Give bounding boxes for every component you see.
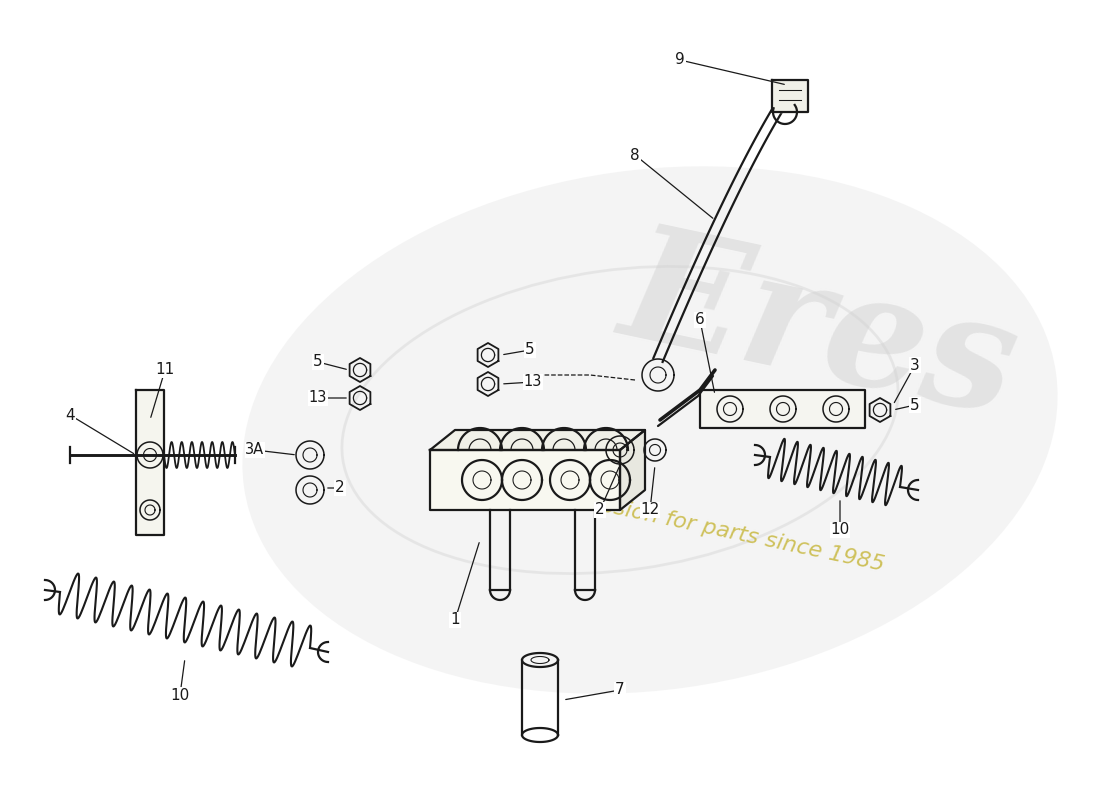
Ellipse shape [322,237,918,583]
Text: 5: 5 [910,398,920,413]
Text: 2: 2 [595,502,605,518]
Text: 7: 7 [615,682,625,698]
Polygon shape [620,430,645,510]
Ellipse shape [242,166,1057,694]
Text: 10: 10 [830,522,849,538]
Text: 4: 4 [65,407,75,422]
Text: 5: 5 [525,342,535,358]
Text: 11: 11 [155,362,175,378]
Text: 3A: 3A [245,442,265,458]
Text: 6: 6 [695,313,705,327]
Polygon shape [430,450,620,510]
Text: 13: 13 [309,390,327,406]
Text: 5: 5 [314,354,322,370]
Polygon shape [772,80,808,112]
Text: 9: 9 [675,53,685,67]
Text: 12: 12 [640,502,660,518]
Text: 1: 1 [450,613,460,627]
Polygon shape [136,390,164,535]
Text: 10: 10 [170,687,189,702]
Text: a passion for parts since 1985: a passion for parts since 1985 [553,486,887,574]
Text: 13: 13 [524,374,542,390]
Text: 3: 3 [910,358,920,373]
Text: 8: 8 [630,147,640,162]
Polygon shape [700,390,865,428]
Text: Eres: Eres [609,214,1031,446]
Text: 2: 2 [336,481,344,495]
Polygon shape [430,430,645,450]
